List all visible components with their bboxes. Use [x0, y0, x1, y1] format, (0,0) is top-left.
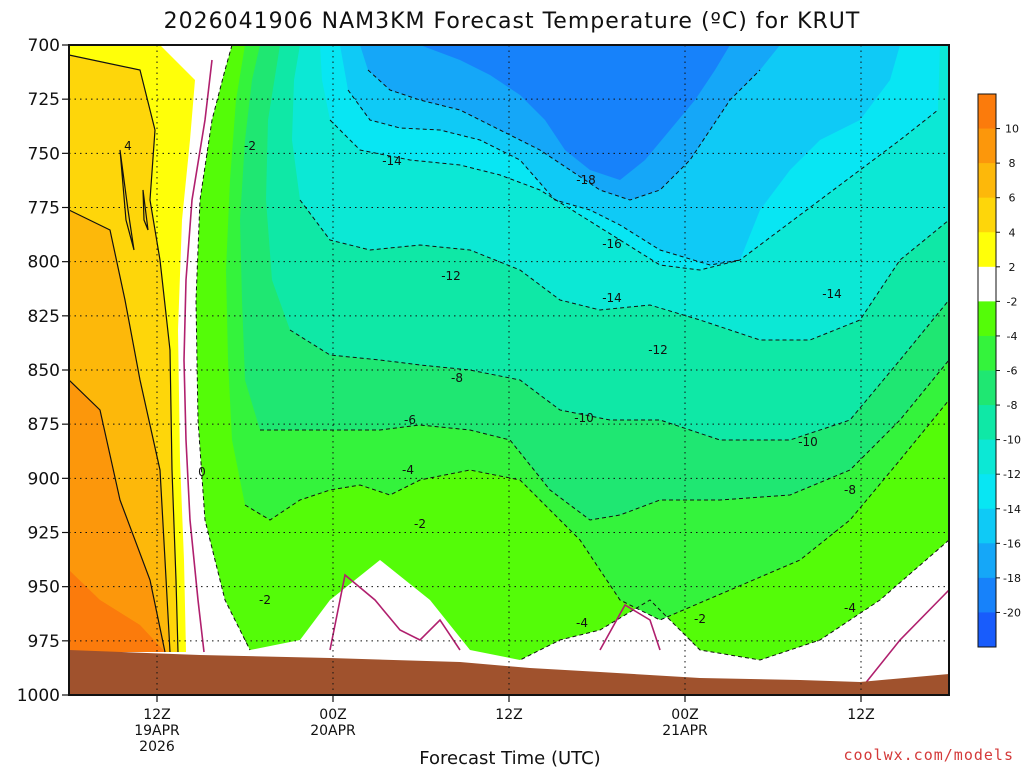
- x-tick-label: 12Z: [847, 707, 874, 723]
- band-warm-12: [69, 570, 165, 652]
- contour-label: -12: [441, 269, 461, 283]
- contour-label: -10: [798, 435, 818, 449]
- colorbar-tick-label: -20: [1003, 606, 1021, 619]
- colorbar-segment: [978, 232, 996, 268]
- x-tick-label: 20APR: [310, 723, 356, 739]
- contour-label: -6: [404, 413, 416, 427]
- colorbar-segment: [978, 474, 996, 510]
- contour-label: -4: [402, 463, 414, 477]
- colorbar-tick-label: -16: [1003, 537, 1021, 550]
- colorbar-segment: [978, 94, 996, 130]
- credit-text: coolwx.com/models: [843, 746, 1014, 764]
- chart-title: 2026041906 NAM3KM Forecast Temperature (…: [164, 9, 861, 34]
- colorbar-segment: [978, 577, 996, 613]
- x-tick-label: 12Z: [143, 707, 170, 723]
- x-tick-label: 19APR: [134, 723, 180, 739]
- y-tick-label: 825: [28, 307, 60, 327]
- colorbar-segment: [978, 128, 996, 164]
- grid-lines: [69, 45, 949, 695]
- contour-label: -2: [244, 139, 256, 153]
- contour-label: -16: [602, 237, 622, 251]
- colorbar-tick-label: 4: [1009, 226, 1016, 239]
- contour-label: -18: [576, 173, 596, 187]
- colorbar-segment: [978, 266, 996, 302]
- colorbar-tick-label: 10: [1005, 123, 1019, 136]
- colorbar-segment: [978, 508, 996, 544]
- band-warm-10: [69, 380, 165, 652]
- contour-label: -2: [259, 593, 271, 607]
- x-tick-label: 00Z: [319, 707, 346, 723]
- x-tick-label: 00Z: [671, 707, 698, 723]
- colorbar-segment: [978, 405, 996, 441]
- colorbar-tick-label: 8: [1009, 157, 1016, 170]
- colorbar: 10 8 6 4 2 -2 -4 -6 -8 -10 -12 -14 -16 -18 -20: [977, 93, 1021, 648]
- contour-label: -4: [844, 601, 856, 615]
- y-tick-label: 1000: [17, 686, 60, 706]
- contour-label: -2: [694, 612, 706, 626]
- y-axis: 700 725 750 775 800 825 850 875 900 925 950 975 1000: [17, 36, 69, 706]
- colorbar-segment: [978, 163, 996, 199]
- colorbar-tick-label: -2: [1007, 295, 1018, 308]
- y-tick-label: 700: [28, 36, 60, 56]
- contour-label: -2: [414, 517, 426, 531]
- colorbar-tick-label: 6: [1009, 192, 1016, 205]
- colorbar-segment: [978, 370, 996, 406]
- colorbar-segment: [978, 197, 996, 233]
- x-axis-label: Forecast Time (UTC): [419, 748, 600, 768]
- contour-label: -8: [844, 483, 856, 497]
- colorbar-segment: [978, 301, 996, 337]
- colorbar-segment: [978, 439, 996, 475]
- colorbar-tick-label: -8: [1007, 399, 1018, 412]
- y-tick-label: 950: [28, 578, 60, 598]
- freezing-contour: [183, 59, 950, 691]
- x-tick-label: 2026: [139, 739, 175, 755]
- colorbar-tick-label: 2: [1009, 261, 1016, 274]
- colorbar-tick-label: -14: [1003, 503, 1021, 516]
- colorbar-segment: [978, 335, 996, 371]
- contour-label: -14: [382, 154, 402, 168]
- band-cold-18: [420, 45, 730, 180]
- contour-label: 4: [124, 139, 132, 153]
- contour-label: -14: [602, 291, 622, 305]
- y-tick-label: 750: [28, 144, 60, 164]
- y-tick-label: 800: [28, 253, 60, 273]
- colorbar-segment: [978, 612, 996, 648]
- dashed-contours: [195, 44, 950, 661]
- y-tick-label: 725: [28, 90, 60, 110]
- contour-label: -10: [574, 411, 594, 425]
- contour-label-group: 4 0 -2 -2 -2 -2 -4 -4 -4 -6 -8 -8 -10 -10 -12 -12 -14 -14…: [124, 139, 856, 630]
- x-tick-label: 12Z: [495, 707, 522, 723]
- y-tick-label: 975: [28, 632, 60, 652]
- contour-label: -8: [451, 371, 463, 385]
- y-tick-label: 875: [28, 415, 60, 435]
- colorbar-segment: [978, 543, 996, 579]
- y-tick-label: 850: [28, 361, 60, 381]
- contour-label: -12: [648, 343, 668, 357]
- colorbar-tick-label: -4: [1007, 330, 1018, 343]
- colorbar-tick-label: -10: [1003, 434, 1021, 447]
- colorbar-tick-label: -18: [1003, 572, 1021, 585]
- y-tick-label: 925: [28, 524, 60, 544]
- solid-contours: [68, 54, 179, 653]
- contour-label: -4: [576, 616, 588, 630]
- x-tick-label: 21APR: [662, 723, 708, 739]
- y-tick-label: 775: [28, 199, 60, 219]
- colorbar-tick-label: -12: [1003, 468, 1021, 481]
- contour-label: 0: [198, 465, 206, 479]
- colorbar-tick-label: -6: [1007, 365, 1018, 378]
- contour-label: -14: [822, 287, 842, 301]
- plot-area: 4 0 -2 -2 -2 -2 -4 -4 -4 -6 -8 -8 -10 -10 -12 -12 -14 -14…: [68, 44, 950, 696]
- y-tick-label: 900: [28, 469, 60, 489]
